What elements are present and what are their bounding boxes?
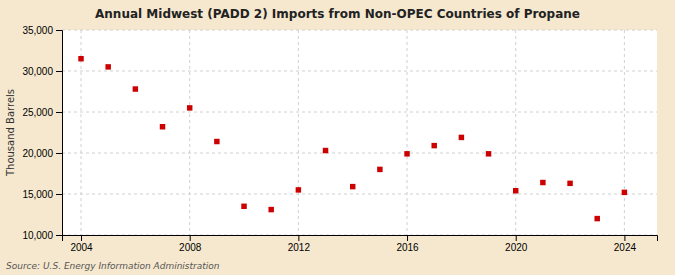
point — [241, 204, 246, 209]
y-tick-label: 35,000 — [22, 25, 53, 36]
x-tick-label: 2024 — [614, 242, 637, 253]
y-grid-line — [62, 153, 657, 154]
x-tick-mark — [624, 235, 625, 241]
point — [214, 139, 219, 144]
x-tick-label: 2004 — [70, 242, 93, 253]
y-tick-label: 25,000 — [22, 107, 53, 118]
plot-background — [62, 30, 657, 235]
y-tick-label: 20,000 — [22, 148, 53, 159]
x-tick: 2020 — [505, 235, 528, 253]
point — [594, 216, 599, 221]
point — [513, 188, 518, 193]
y-grid-line — [62, 30, 657, 31]
y-tick-mark — [56, 30, 62, 31]
point — [133, 86, 138, 91]
x-tick: 2024 — [614, 235, 637, 253]
y-tick: 35,000 — [22, 25, 62, 36]
y-tick: 15,000 — [22, 189, 62, 200]
y-axis-title: Thousand Barrels — [5, 89, 16, 177]
y-tick: 25,000 — [22, 107, 62, 118]
grid — [62, 30, 657, 235]
chart-title: Annual Midwest (PADD 2) Imports from Non… — [95, 7, 580, 21]
y-grid-line — [62, 194, 657, 195]
y-tick-label: 30,000 — [22, 66, 53, 77]
point — [486, 151, 491, 156]
x-tick: 2016 — [396, 235, 419, 253]
y-tick: 10,000 — [22, 230, 62, 241]
y-tick-mark — [56, 235, 62, 236]
x-tick-mark — [190, 235, 191, 241]
y-tick: 30,000 — [22, 66, 62, 77]
point — [105, 64, 110, 69]
x-tick: 2012 — [288, 235, 311, 253]
point — [323, 148, 328, 153]
x-tick-label: 2008 — [179, 242, 202, 253]
x-grid-line — [624, 30, 625, 235]
y-tick-mark — [56, 112, 62, 113]
x-tick-label: 2020 — [505, 242, 528, 253]
point — [622, 190, 627, 195]
point — [431, 143, 436, 148]
point — [459, 135, 464, 140]
y-tick-mark — [56, 153, 62, 154]
point — [296, 187, 301, 192]
y-tick: 20,000 — [22, 148, 62, 159]
chart-container: 2004 2008 2012 2016 2020 2024 10,000 15,000 20,0… — [0, 0, 675, 275]
y-grid-line — [62, 112, 657, 113]
x-tick: 2004 — [70, 235, 93, 253]
point — [377, 167, 382, 172]
x-tick-mark — [407, 235, 408, 241]
x-grid-line — [189, 30, 190, 235]
point — [78, 56, 83, 61]
point — [350, 184, 355, 189]
point — [567, 181, 572, 186]
x-axis: 2004 2008 2012 2016 2020 2024 — [63, 235, 658, 253]
x-tick: 2008 — [179, 235, 202, 253]
x-tick-mark — [516, 235, 517, 241]
point — [540, 180, 545, 185]
y-tick-mark — [56, 194, 62, 195]
points — [78, 56, 627, 221]
x-grid-line — [407, 30, 408, 235]
source-note: Source: U.S. Energy Information Administ… — [6, 261, 220, 271]
point — [187, 105, 192, 110]
y-grid-line — [62, 71, 657, 72]
point — [160, 124, 165, 129]
y-axis: 10,000 15,000 20,000 25,000 30,000 35,000 — [22, 25, 62, 241]
x-axis-line — [63, 236, 658, 242]
x-tick-mark — [298, 235, 299, 241]
point — [404, 151, 409, 156]
x-tick-label: 2012 — [288, 242, 311, 253]
chart-svg: 2004 2008 2012 2016 2020 2024 10,000 15,000 20,0… — [0, 0, 675, 275]
x-grid-line — [515, 30, 516, 235]
y-tick-label: 10,000 — [22, 230, 53, 241]
plot-area: 2004 2008 2012 2016 2020 2024 10,000 15,000 20,0… — [22, 25, 657, 253]
y-tick-label: 15,000 — [22, 189, 53, 200]
point — [268, 207, 273, 212]
x-grid-line — [298, 30, 299, 235]
y-axis-line — [56, 31, 63, 236]
x-tick-label: 2016 — [396, 242, 419, 253]
x-tick-mark — [81, 235, 82, 241]
y-tick-mark — [56, 71, 62, 72]
